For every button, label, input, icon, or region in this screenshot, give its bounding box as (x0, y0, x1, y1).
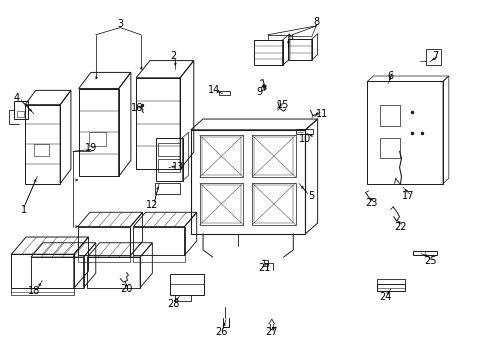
Text: 7: 7 (431, 51, 438, 61)
Text: 2: 2 (170, 51, 177, 61)
Text: 18: 18 (28, 286, 40, 296)
Bar (199, 183, 243, 225)
Bar (379, 105, 399, 126)
Bar (254, 137, 293, 175)
Text: 1: 1 (21, 206, 27, 216)
Bar (17, 111, 24, 117)
Text: 19: 19 (84, 143, 97, 153)
Text: 5: 5 (308, 191, 314, 201)
Text: 20: 20 (120, 284, 132, 294)
Text: 15: 15 (277, 100, 289, 110)
Text: 27: 27 (265, 327, 278, 337)
Bar (379, 138, 399, 158)
Text: 26: 26 (215, 327, 227, 337)
Bar (158, 159, 180, 172)
Text: 9: 9 (256, 87, 262, 97)
Bar (158, 143, 180, 156)
Text: 16: 16 (131, 103, 143, 113)
Text: 10: 10 (299, 134, 311, 144)
Text: 17: 17 (401, 191, 413, 201)
Bar (425, 49, 440, 65)
Bar (254, 185, 293, 223)
Text: 13: 13 (171, 162, 183, 172)
Bar (251, 183, 295, 225)
Bar (199, 135, 243, 177)
Text: 25: 25 (424, 256, 436, 266)
Text: 23: 23 (365, 198, 377, 208)
Text: 4: 4 (13, 93, 20, 103)
Bar (170, 274, 203, 296)
Text: 22: 22 (393, 222, 406, 231)
Bar (251, 135, 295, 177)
Text: 6: 6 (387, 71, 393, 81)
Text: 21: 21 (257, 263, 270, 273)
Text: 11: 11 (316, 109, 328, 119)
Text: 24: 24 (379, 292, 391, 302)
Text: 28: 28 (167, 299, 180, 309)
Text: 12: 12 (145, 200, 158, 210)
Bar (202, 185, 241, 223)
Bar (202, 137, 241, 175)
Bar (88, 132, 105, 146)
Text: 14: 14 (208, 85, 220, 95)
Bar (34, 144, 48, 156)
Text: 3: 3 (117, 19, 123, 29)
Text: 8: 8 (313, 17, 319, 27)
